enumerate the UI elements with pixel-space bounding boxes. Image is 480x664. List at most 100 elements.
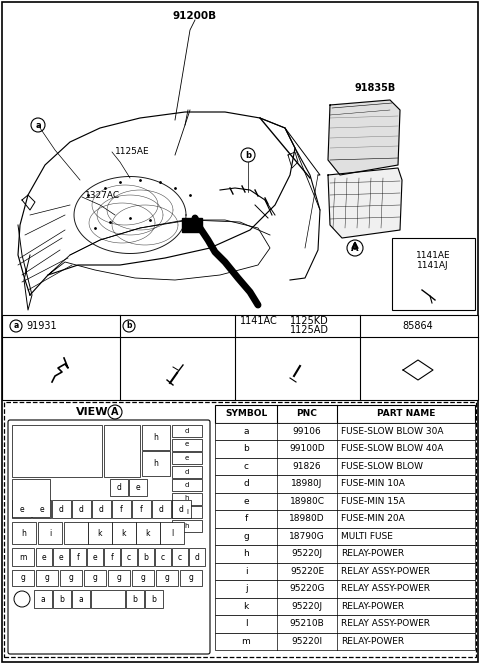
Polygon shape: [328, 168, 402, 238]
Bar: [110, 479, 128, 496]
Text: d: d: [99, 505, 104, 513]
Text: d: d: [159, 505, 164, 513]
FancyBboxPatch shape: [8, 420, 210, 654]
Text: 95220J: 95220J: [291, 549, 323, 558]
Text: 95220E: 95220E: [290, 567, 324, 576]
Bar: [172, 465, 202, 477]
Text: l: l: [186, 509, 188, 515]
Bar: [12, 522, 36, 544]
Text: 1125AD: 1125AD: [290, 325, 329, 335]
Polygon shape: [403, 360, 433, 380]
Bar: [64, 522, 88, 544]
Bar: [12, 425, 102, 477]
Text: b: b: [243, 444, 249, 454]
Bar: [172, 519, 202, 531]
Bar: [172, 438, 202, 450]
Bar: [215, 580, 475, 598]
Text: c: c: [127, 552, 131, 562]
Text: FUSE-SLOW BLOW: FUSE-SLOW BLOW: [341, 461, 423, 471]
Text: PART NAME: PART NAME: [377, 409, 435, 418]
Bar: [145, 590, 163, 608]
Bar: [152, 500, 171, 518]
Text: c: c: [178, 552, 182, 562]
Bar: [142, 425, 170, 450]
Text: 1141AE: 1141AE: [416, 250, 450, 260]
Bar: [172, 452, 202, 464]
Text: k: k: [146, 529, 150, 537]
Bar: [215, 615, 475, 633]
Bar: [87, 548, 103, 566]
Text: FUSE-MIN 20A: FUSE-MIN 20A: [341, 514, 405, 523]
Bar: [36, 570, 58, 586]
Bar: [215, 475, 475, 493]
Text: d: d: [59, 505, 64, 513]
Bar: [92, 500, 111, 518]
Text: 85864: 85864: [403, 321, 433, 331]
Text: l: l: [245, 620, 247, 628]
Text: VIEW: VIEW: [76, 407, 108, 417]
Bar: [12, 548, 34, 566]
Text: 18980J: 18980J: [291, 479, 323, 488]
Bar: [172, 548, 188, 566]
Text: b: b: [132, 594, 137, 604]
Bar: [136, 522, 160, 544]
Text: a: a: [243, 427, 249, 436]
Bar: [182, 218, 202, 232]
Text: 1125AE: 1125AE: [115, 147, 150, 157]
Text: 18790G: 18790G: [289, 532, 325, 540]
Text: RELAY-POWER: RELAY-POWER: [341, 602, 404, 611]
Bar: [34, 590, 52, 608]
Text: d: d: [194, 552, 199, 562]
Bar: [4, 402, 476, 657]
Bar: [172, 425, 202, 437]
Bar: [215, 633, 475, 650]
Text: f: f: [244, 514, 248, 523]
Text: j: j: [245, 584, 247, 593]
Bar: [91, 590, 125, 608]
Text: k: k: [243, 602, 249, 611]
Text: g: g: [189, 574, 193, 582]
Bar: [36, 548, 52, 566]
Text: b: b: [144, 552, 148, 562]
Bar: [215, 422, 475, 440]
Bar: [215, 510, 475, 527]
Bar: [215, 562, 475, 580]
Text: 91200B: 91200B: [173, 11, 217, 21]
Text: a: a: [79, 594, 84, 604]
Bar: [215, 405, 475, 422]
Text: 99106: 99106: [293, 427, 322, 436]
Text: g: g: [165, 574, 169, 582]
Bar: [72, 590, 90, 608]
Bar: [215, 493, 475, 510]
Text: h: h: [185, 495, 189, 501]
Text: 95210B: 95210B: [289, 620, 324, 628]
Bar: [155, 548, 171, 566]
Bar: [215, 527, 475, 545]
Bar: [215, 598, 475, 615]
Bar: [2, 315, 478, 400]
Text: m: m: [19, 552, 27, 562]
Text: 18980D: 18980D: [289, 514, 325, 523]
Text: d: d: [243, 479, 249, 488]
Text: 95220J: 95220J: [291, 602, 323, 611]
Text: c: c: [161, 552, 165, 562]
Text: h: h: [243, 549, 249, 558]
Text: 95220I: 95220I: [291, 637, 323, 646]
Text: h: h: [154, 459, 158, 468]
Bar: [215, 457, 475, 475]
Text: e: e: [185, 442, 189, 448]
Text: RELAY-POWER: RELAY-POWER: [341, 549, 404, 558]
Text: 1141AC: 1141AC: [240, 316, 278, 326]
Text: a: a: [41, 594, 46, 604]
Text: PNC: PNC: [297, 409, 317, 418]
Text: a: a: [13, 321, 19, 331]
Text: b: b: [245, 151, 251, 159]
Text: A: A: [351, 243, 359, 253]
Bar: [156, 570, 178, 586]
Text: k: k: [98, 529, 102, 537]
Text: i: i: [245, 567, 247, 576]
Bar: [172, 506, 202, 518]
Bar: [52, 500, 71, 518]
Text: 18980C: 18980C: [289, 497, 324, 506]
Text: FUSE-MIN 15A: FUSE-MIN 15A: [341, 497, 405, 506]
